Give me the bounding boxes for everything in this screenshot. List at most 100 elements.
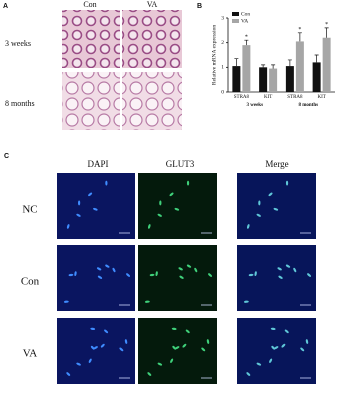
cell — [243, 300, 249, 303]
y-tick-label: 3 — [221, 15, 224, 21]
bar — [295, 41, 304, 92]
cell — [170, 358, 174, 363]
row-label: 8 months — [5, 99, 35, 108]
bar-chart: 0 1 2 3 Relative mRNA expression STRA8 * KIT STR… — [211, 11, 335, 108]
y-axis-label: Relative mRNA expression — [211, 25, 217, 85]
cell — [66, 372, 71, 376]
cell — [274, 346, 279, 350]
cell — [78, 200, 81, 206]
cell — [284, 329, 289, 334]
histology-image — [122, 72, 182, 130]
cell — [112, 267, 116, 273]
histology-image — [122, 10, 182, 68]
cell — [63, 300, 69, 303]
column-label: Merge — [265, 159, 288, 169]
cell — [155, 271, 158, 277]
error-bar — [271, 64, 276, 69]
cell — [201, 347, 206, 352]
cell — [157, 213, 162, 217]
cell — [268, 192, 273, 197]
cell — [285, 180, 289, 186]
cell — [186, 264, 192, 268]
cell — [247, 224, 250, 229]
cell — [273, 207, 279, 211]
histology-image — [62, 10, 120, 68]
legend-swatch — [232, 12, 239, 16]
cell — [182, 343, 187, 348]
cell — [270, 327, 276, 331]
group-label: 3 weeks — [246, 103, 263, 108]
significance-mark: * — [298, 27, 301, 33]
micrograph — [138, 245, 217, 311]
cell — [248, 273, 254, 277]
cell — [307, 273, 311, 277]
cell — [93, 346, 98, 350]
cell — [256, 362, 262, 366]
histology-image — [62, 72, 120, 130]
cell — [88, 358, 92, 363]
cell — [206, 339, 210, 344]
cell — [171, 327, 177, 331]
cell — [169, 192, 174, 197]
significance-mark: * — [325, 22, 328, 28]
cell — [185, 329, 190, 334]
cell — [105, 264, 110, 268]
bar — [312, 62, 321, 92]
error-bar — [244, 39, 249, 46]
error-bar — [234, 58, 239, 67]
cell — [157, 362, 163, 366]
fluorescence-images — [57, 173, 316, 384]
cell — [74, 271, 77, 277]
cell — [144, 300, 150, 303]
cell — [76, 213, 81, 217]
cell — [148, 224, 151, 229]
micrograph — [237, 245, 316, 311]
bar — [242, 45, 251, 92]
cell — [119, 347, 124, 352]
bar — [269, 68, 278, 92]
error-bar — [297, 32, 302, 42]
cell — [281, 343, 286, 348]
cell — [277, 267, 282, 271]
panel-label: C — [4, 153, 9, 160]
micrograph — [138, 173, 217, 239]
cell — [246, 372, 251, 376]
row-label: VA — [23, 348, 38, 360]
y-tick-label: 2 — [221, 40, 224, 46]
cell — [90, 345, 95, 350]
cell — [194, 267, 198, 273]
significance-mark: * — [245, 35, 248, 41]
cell — [100, 343, 105, 348]
x-tick-label: KIT — [264, 95, 272, 100]
cell — [258, 200, 261, 206]
cell — [254, 271, 257, 277]
group-label: 8 months — [298, 103, 318, 108]
bar — [259, 67, 268, 92]
cell — [104, 329, 109, 334]
bar — [322, 37, 331, 92]
panels: A Con VA 3 weeks 8 months B C DAPI GLUT3… — [3, 0, 289, 360]
micrograph — [57, 173, 135, 239]
cell — [278, 275, 283, 279]
row-label: 3 weeks — [5, 39, 31, 48]
micrograph — [237, 173, 316, 239]
row-label: NC — [22, 204, 37, 216]
cell — [105, 180, 108, 186]
cell — [159, 200, 162, 206]
cell — [76, 362, 81, 366]
column-label: VA — [147, 0, 158, 9]
x-tick-label: STRA8 — [287, 95, 303, 100]
cell — [124, 339, 128, 344]
cell — [269, 358, 273, 363]
cell — [90, 327, 96, 331]
cell — [172, 345, 177, 350]
cell — [96, 267, 102, 271]
micrograph — [57, 245, 135, 311]
bar — [232, 66, 241, 92]
cell — [88, 192, 93, 197]
cell — [175, 346, 180, 350]
bar — [285, 66, 294, 92]
cell — [93, 207, 98, 211]
row-label: Con — [21, 276, 40, 288]
